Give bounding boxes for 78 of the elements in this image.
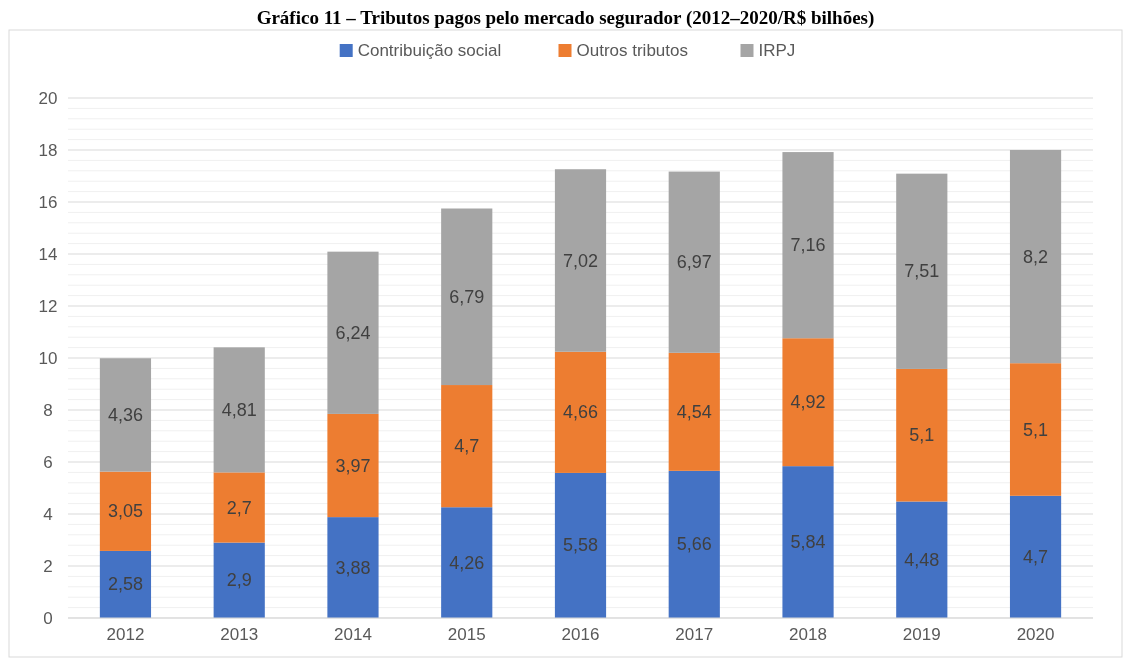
bar: [327, 517, 379, 618]
data-label: 4,48: [904, 549, 940, 570]
y-tick-label: 8: [43, 400, 53, 420]
y-tick-label: 16: [38, 192, 58, 212]
legend-label: Contribuição social: [357, 41, 502, 60]
data-label: 5,84: [790, 532, 826, 553]
bar: [668, 171, 720, 353]
bar: [782, 152, 834, 339]
y-tick-label: 18: [38, 140, 58, 160]
data-label: 2,58: [107, 574, 143, 595]
x-tick-label: 2015: [447, 625, 486, 644]
data-label: 6,24: [335, 322, 371, 343]
bar: [327, 413, 379, 518]
data-label: 4,81: [221, 399, 257, 420]
y-tick-label: 14: [38, 244, 58, 264]
data-label: 3,05: [107, 501, 143, 522]
bar: [99, 550, 152, 618]
bar: [213, 472, 265, 543]
x-tick-label: 2019: [902, 625, 941, 644]
x-tick-label: 2012: [106, 625, 145, 644]
bar: [1009, 495, 1062, 618]
y-tick-label: 2: [43, 556, 53, 576]
x-tick-label: 2017: [675, 625, 714, 644]
y-tick-label: 20: [38, 88, 58, 108]
y-tick-label: 6: [43, 452, 53, 472]
x-tick-label: 2014: [334, 625, 372, 644]
bar: [782, 466, 834, 618]
data-label: 4,7: [454, 436, 480, 457]
bar: [327, 251, 379, 414]
bar: [668, 470, 720, 618]
legend-label: Outros tributos: [576, 41, 688, 60]
bar: [896, 501, 948, 618]
bar: [554, 169, 607, 352]
y-tick-label: 10: [38, 348, 58, 368]
bar: [668, 352, 720, 471]
bar: [441, 385, 493, 508]
data-label: 3,97: [335, 455, 371, 476]
data-label: 4,92: [790, 392, 826, 413]
bar: [441, 208, 493, 386]
bar: [99, 471, 152, 551]
bar: [896, 368, 948, 502]
data-label: 6,97: [676, 252, 712, 273]
chart-title: Gráfico 11 – Tributos pagos pelo mercado segurador (2012–2020/R$ bilhões): [256, 7, 875, 29]
data-label: 4,26: [449, 552, 485, 573]
data-label: 2,9: [226, 570, 252, 591]
data-label: 7,02: [562, 250, 599, 271]
data-label: 4,36: [107, 404, 143, 425]
x-tick-label: 2013: [220, 625, 259, 644]
data-label: 3,88: [335, 557, 371, 578]
bar: [213, 347, 265, 473]
data-label: 5,1: [909, 425, 935, 446]
bar: [896, 173, 948, 369]
data-label: 4,54: [676, 401, 712, 422]
bar: [554, 351, 607, 473]
bar: [782, 338, 834, 467]
bar: [441, 507, 493, 618]
data-label: 4,66: [562, 402, 599, 423]
x-tick-label: 2018: [789, 625, 827, 644]
data-label: 8,2: [1023, 246, 1049, 267]
y-tick-label: 0: [43, 608, 53, 628]
bar: [554, 472, 607, 618]
data-label: 5,1: [1023, 419, 1049, 440]
x-tick-label: 2016: [561, 625, 600, 644]
data-label: 7,16: [790, 235, 826, 256]
y-tick-label: 4: [43, 504, 53, 524]
data-label: 5,66: [676, 534, 712, 555]
legend-label: IRPJ: [758, 41, 796, 60]
x-tick-label: 2020: [1016, 625, 1055, 644]
y-tick-label: 12: [38, 296, 58, 316]
data-label: 5,58: [562, 535, 599, 556]
bar: [1009, 150, 1062, 364]
data-label: 6,79: [449, 286, 485, 307]
data-label: 2,7: [226, 497, 252, 518]
bar: [99, 358, 152, 472]
data-label: 7,51: [904, 261, 940, 282]
bar: [1009, 363, 1062, 496]
bar: [213, 542, 265, 618]
data-label: 4,7: [1023, 546, 1049, 567]
